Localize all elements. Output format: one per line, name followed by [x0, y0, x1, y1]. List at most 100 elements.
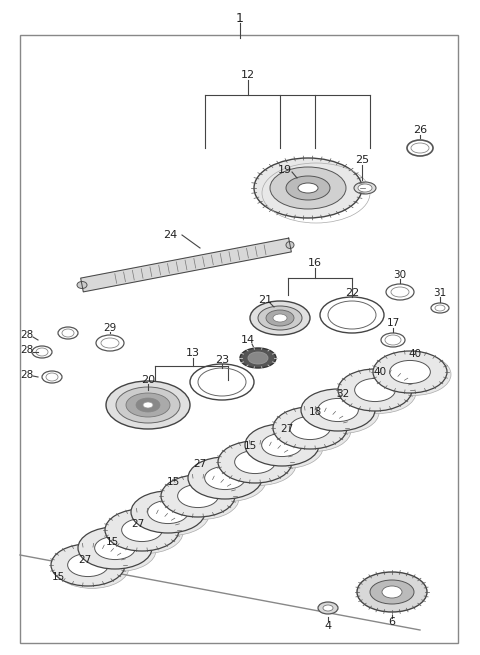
Ellipse shape	[273, 407, 347, 449]
Ellipse shape	[161, 475, 235, 517]
Ellipse shape	[222, 443, 296, 485]
Ellipse shape	[239, 453, 279, 476]
Text: 30: 30	[394, 270, 407, 280]
Ellipse shape	[181, 487, 222, 510]
Ellipse shape	[298, 183, 318, 193]
Ellipse shape	[51, 544, 125, 586]
Polygon shape	[81, 238, 291, 292]
Ellipse shape	[204, 466, 245, 489]
Ellipse shape	[152, 503, 192, 526]
Ellipse shape	[188, 457, 262, 499]
Ellipse shape	[323, 605, 333, 611]
Ellipse shape	[286, 242, 294, 248]
Ellipse shape	[55, 546, 129, 588]
Ellipse shape	[286, 176, 330, 200]
Ellipse shape	[95, 536, 135, 559]
Ellipse shape	[148, 500, 188, 523]
Text: 1: 1	[236, 12, 244, 24]
Text: 15: 15	[106, 537, 119, 547]
Ellipse shape	[136, 398, 160, 412]
Ellipse shape	[322, 401, 362, 424]
Ellipse shape	[126, 521, 167, 544]
Ellipse shape	[143, 402, 153, 408]
Ellipse shape	[121, 519, 162, 542]
Ellipse shape	[178, 485, 218, 508]
Ellipse shape	[106, 381, 190, 429]
Text: 22: 22	[345, 288, 359, 298]
Text: 28: 28	[20, 345, 34, 355]
Text: 6: 6	[388, 617, 396, 627]
Text: 17: 17	[386, 318, 400, 328]
Ellipse shape	[78, 527, 152, 569]
Ellipse shape	[338, 369, 412, 411]
Text: 21: 21	[258, 295, 272, 305]
Ellipse shape	[382, 586, 402, 598]
Ellipse shape	[254, 158, 362, 218]
Ellipse shape	[277, 409, 351, 451]
Ellipse shape	[116, 387, 180, 423]
Ellipse shape	[68, 553, 108, 576]
Ellipse shape	[370, 580, 414, 604]
Text: 15: 15	[243, 441, 257, 451]
Ellipse shape	[394, 363, 434, 386]
Ellipse shape	[305, 392, 379, 434]
Text: 16: 16	[308, 258, 322, 268]
Text: 23: 23	[215, 355, 229, 365]
Text: 20: 20	[141, 375, 155, 385]
Ellipse shape	[250, 301, 310, 335]
Ellipse shape	[265, 436, 306, 459]
Ellipse shape	[105, 509, 179, 551]
Text: 27: 27	[78, 555, 92, 565]
Ellipse shape	[99, 539, 139, 562]
Text: 27: 27	[193, 459, 206, 469]
Ellipse shape	[359, 381, 399, 404]
Text: 29: 29	[103, 323, 117, 333]
Ellipse shape	[240, 348, 276, 368]
Text: 32: 32	[336, 389, 349, 399]
Ellipse shape	[235, 451, 276, 474]
Ellipse shape	[262, 434, 302, 457]
Ellipse shape	[258, 306, 302, 330]
Text: 4: 4	[324, 621, 332, 631]
Text: 40: 40	[408, 349, 421, 359]
Text: 12: 12	[241, 70, 255, 80]
Text: 24: 24	[163, 230, 177, 240]
Ellipse shape	[72, 556, 112, 579]
Ellipse shape	[318, 398, 359, 422]
Text: 27: 27	[280, 424, 294, 434]
Ellipse shape	[355, 379, 396, 402]
Ellipse shape	[248, 352, 268, 364]
Ellipse shape	[131, 491, 205, 533]
Ellipse shape	[165, 477, 239, 519]
Ellipse shape	[109, 512, 183, 553]
Ellipse shape	[135, 493, 209, 535]
Ellipse shape	[218, 441, 292, 483]
Ellipse shape	[342, 371, 416, 413]
Text: 26: 26	[413, 125, 427, 135]
Ellipse shape	[358, 184, 372, 192]
Ellipse shape	[357, 572, 427, 612]
Ellipse shape	[373, 351, 447, 393]
Text: 28: 28	[20, 370, 34, 380]
Ellipse shape	[318, 602, 338, 614]
Ellipse shape	[266, 310, 294, 326]
Ellipse shape	[377, 354, 451, 396]
Text: 15: 15	[167, 477, 180, 487]
Ellipse shape	[126, 393, 170, 417]
Ellipse shape	[354, 182, 376, 194]
Ellipse shape	[273, 314, 287, 322]
Ellipse shape	[249, 426, 323, 468]
Ellipse shape	[289, 417, 330, 440]
Ellipse shape	[301, 389, 375, 431]
Text: 13: 13	[186, 348, 200, 358]
Text: 19: 19	[278, 165, 292, 175]
Text: 18: 18	[308, 407, 322, 417]
Ellipse shape	[294, 419, 335, 442]
Text: 28: 28	[20, 330, 34, 340]
Ellipse shape	[209, 469, 249, 492]
Ellipse shape	[192, 459, 266, 501]
Text: 31: 31	[433, 288, 446, 298]
Text: 15: 15	[51, 572, 65, 582]
Text: 27: 27	[132, 519, 144, 529]
Ellipse shape	[82, 529, 156, 571]
